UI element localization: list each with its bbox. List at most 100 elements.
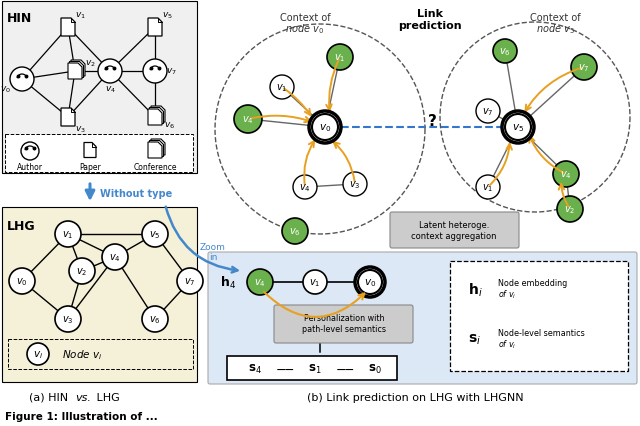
Text: Context of: Context of	[530, 13, 580, 23]
Text: $v_5$: $v_5$	[161, 11, 172, 21]
Polygon shape	[71, 61, 85, 77]
Text: (a) HIN: (a) HIN	[29, 392, 72, 402]
Text: $v_5$: $v_5$	[149, 229, 161, 240]
Text: in: in	[209, 253, 217, 262]
Text: node $v_0$: node $v_0$	[285, 22, 324, 36]
Circle shape	[55, 222, 81, 248]
Text: $v_1$: $v_1$	[276, 82, 288, 94]
Text: $v_3$: $v_3$	[75, 124, 85, 135]
Text: Paper: Paper	[79, 163, 101, 172]
Circle shape	[69, 259, 95, 284]
Text: LHG: LHG	[93, 392, 120, 402]
Polygon shape	[150, 141, 163, 157]
Text: $v_6$: $v_6$	[499, 46, 511, 58]
Text: Author: Author	[17, 163, 43, 172]
Text: ?: ?	[428, 114, 436, 129]
Text: $v_0$: $v_0$	[0, 84, 10, 95]
FancyBboxPatch shape	[2, 207, 197, 382]
Text: Node-level semantics: Node-level semantics	[498, 329, 585, 338]
Text: $v_6$: $v_6$	[164, 121, 175, 131]
Circle shape	[142, 222, 168, 248]
Circle shape	[557, 196, 583, 222]
Text: context aggregation: context aggregation	[412, 232, 497, 241]
Text: $v_2$: $v_2$	[76, 265, 88, 277]
Text: (b) Link prediction on LHG with LHGNN: (b) Link prediction on LHG with LHGNN	[307, 392, 524, 402]
Text: of $v_i$: of $v_i$	[498, 338, 516, 351]
Circle shape	[177, 268, 203, 294]
Text: $v_7$: $v_7$	[184, 276, 196, 287]
Polygon shape	[148, 19, 162, 37]
Text: $\mathbf{s}_i$: $\mathbf{s}_i$	[468, 332, 481, 346]
Text: $\mathbf{h}_4$: $\mathbf{h}_4$	[220, 274, 236, 291]
Text: vs.: vs.	[75, 392, 91, 402]
Circle shape	[309, 112, 341, 144]
Polygon shape	[61, 19, 75, 37]
Text: Link: Link	[417, 9, 443, 19]
Text: $v_1$: $v_1$	[62, 229, 74, 240]
Circle shape	[476, 176, 500, 199]
Text: $\mathbf{h}_i$: $\mathbf{h}_i$	[468, 281, 483, 298]
Circle shape	[143, 60, 167, 84]
Text: prediction: prediction	[398, 21, 462, 31]
Text: $v_7$: $v_7$	[166, 66, 177, 77]
Circle shape	[270, 76, 294, 100]
Text: $v_0$: $v_0$	[364, 276, 376, 288]
Text: $v_2$: $v_2$	[564, 204, 575, 216]
Polygon shape	[61, 109, 75, 127]
Text: $v_1$: $v_1$	[309, 276, 321, 288]
Text: $v_0$: $v_0$	[16, 276, 28, 287]
Text: $\mathbf{s}_4$: $\mathbf{s}_4$	[248, 362, 262, 375]
Text: $v_4$: $v_4$	[560, 169, 572, 181]
Circle shape	[142, 306, 168, 332]
Circle shape	[9, 268, 35, 294]
Polygon shape	[70, 62, 83, 78]
Polygon shape	[148, 110, 162, 126]
Text: $v_6$: $v_6$	[149, 314, 161, 325]
FancyBboxPatch shape	[5, 135, 193, 173]
Text: Figure 1: Illustration of ...: Figure 1: Illustration of ...	[5, 411, 157, 421]
Text: Latent heteroge.: Latent heteroge.	[419, 221, 489, 230]
FancyBboxPatch shape	[274, 305, 413, 343]
Circle shape	[27, 343, 49, 365]
Text: $v_4$: $v_4$	[254, 276, 266, 288]
Text: Without type: Without type	[100, 189, 172, 199]
Polygon shape	[151, 140, 165, 155]
Text: $v_5$: $v_5$	[512, 122, 524, 134]
Polygon shape	[151, 107, 165, 123]
Circle shape	[502, 112, 534, 144]
Text: $v_1$: $v_1$	[334, 52, 346, 64]
Circle shape	[55, 306, 81, 332]
FancyBboxPatch shape	[8, 339, 193, 369]
Text: $v_7$: $v_7$	[578, 62, 590, 74]
Circle shape	[327, 45, 353, 71]
Text: $v_4$: $v_4$	[104, 84, 115, 95]
Circle shape	[493, 40, 517, 64]
Text: $v_i$: $v_i$	[33, 348, 43, 360]
Text: $\mathbf{s}_0$: $\mathbf{s}_0$	[368, 362, 382, 375]
Text: $-\!\!-$: $-\!\!-$	[275, 362, 295, 374]
FancyBboxPatch shape	[227, 356, 397, 380]
Text: HIN: HIN	[7, 12, 32, 25]
Text: $v_3$: $v_3$	[62, 314, 74, 325]
Polygon shape	[68, 64, 82, 80]
Text: Context of: Context of	[280, 13, 330, 23]
Text: $v_0$: $v_0$	[319, 122, 331, 134]
Circle shape	[312, 115, 338, 141]
Text: $v_4$: $v_4$	[109, 251, 121, 263]
Circle shape	[571, 55, 597, 81]
FancyBboxPatch shape	[390, 213, 519, 248]
Text: $v_2$: $v_2$	[84, 59, 95, 69]
Polygon shape	[84, 143, 96, 158]
Text: $v_4$: $v_4$	[242, 114, 254, 126]
Circle shape	[247, 269, 273, 295]
Text: $v_1$: $v_1$	[483, 181, 493, 193]
Circle shape	[505, 115, 531, 141]
Polygon shape	[148, 143, 162, 158]
Circle shape	[343, 173, 367, 196]
Text: $v_3$: $v_3$	[349, 178, 361, 190]
Circle shape	[234, 106, 262, 134]
Text: $\mathbf{s}_1$: $\mathbf{s}_1$	[308, 362, 322, 375]
Circle shape	[10, 68, 34, 92]
Text: Zoom: Zoom	[200, 243, 226, 252]
Text: Node $v_i$: Node $v_i$	[62, 347, 102, 361]
